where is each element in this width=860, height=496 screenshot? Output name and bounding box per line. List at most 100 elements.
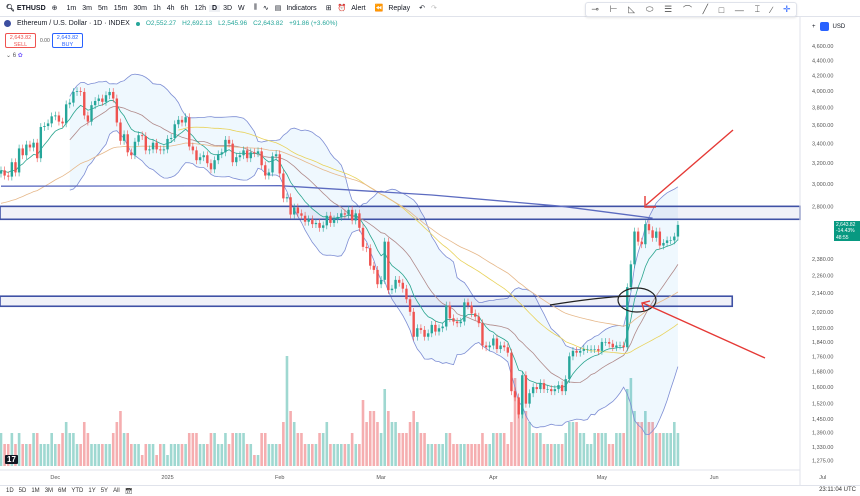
volume-bar <box>604 433 607 466</box>
candle <box>253 152 256 154</box>
sell-button[interactable]: 2,643.82 SELL <box>5 33 36 48</box>
candle <box>307 219 310 222</box>
range-5Y[interactable]: 5Y <box>100 488 109 494</box>
price-tick-label: 2,020.00 <box>812 310 833 316</box>
candle <box>383 241 386 280</box>
range-YTD[interactable]: YTD <box>71 488 84 494</box>
volume-bar <box>502 433 506 466</box>
candle <box>524 375 528 404</box>
candle <box>231 143 234 163</box>
market-status-icon <box>135 21 140 26</box>
horizontal-line-icon[interactable]: — <box>734 4 744 15</box>
candle <box>452 318 455 322</box>
candle <box>126 134 129 153</box>
tradingview-logo: 17 <box>5 455 18 464</box>
layouts-icon[interactable]: ⊞ <box>325 5 332 12</box>
ethereum-logo-icon <box>4 20 11 27</box>
volume-bar <box>531 433 535 466</box>
alert-button[interactable]: ⏰ Alert <box>337 5 366 12</box>
redo-icon[interactable]: ↷ <box>430 5 437 12</box>
volume-bar <box>654 433 658 466</box>
candle <box>332 219 336 223</box>
interval-6h[interactable]: 6h <box>180 4 189 12</box>
price-tick-label: 2,800.00 <box>812 204 833 210</box>
time-tick-label: Dec <box>50 475 60 481</box>
range-3M[interactable]: 3M <box>44 488 54 494</box>
vertical-range-icon[interactable]: ⌶ <box>754 4 761 14</box>
interval-15m[interactable]: 15m <box>113 4 128 12</box>
price-tick-label: 2,140.00 <box>812 291 833 297</box>
trend-line-icon[interactable]: ∕ <box>770 4 773 15</box>
interval-1m[interactable]: 1m <box>66 4 77 12</box>
buy-button[interactable]: 2,643.82 BUY <box>52 33 83 48</box>
interval-3D[interactable]: 3D <box>223 4 233 12</box>
interval-4h[interactable]: 4h <box>166 4 175 12</box>
interval-5m[interactable]: 5m <box>97 4 108 12</box>
candle <box>274 154 278 157</box>
horizontal-ray-icon[interactable]: ⊸ <box>591 4 599 14</box>
candle <box>669 240 672 241</box>
candle <box>379 279 383 285</box>
interval-D[interactable]: D <box>209 4 221 12</box>
candle <box>271 156 274 173</box>
range-icon[interactable]: ⊢ <box>609 4 618 14</box>
interval-30m[interactable]: 30m <box>133 4 147 12</box>
candle <box>593 349 596 350</box>
top-toolbar: 🔍︎ ETHUSD ⊕ 1m 3m 5m 15m 30m 1h 4h 6h 12h D 3D W ⫼ … <box>0 0 860 17</box>
range-1M[interactable]: 1M <box>31 488 40 494</box>
symbol-search[interactable]: 🔍︎ ETHUSD <box>6 5 46 12</box>
range-5D[interactable]: 5D <box>18 488 27 494</box>
fib-icon[interactable]: ☰ <box>664 4 673 14</box>
indicators-toggle[interactable]: ⌄ 6 ✿ <box>6 53 23 59</box>
add-symbol-icon[interactable]: ⊕ <box>51 5 58 12</box>
ellipse-icon[interactable]: ⬭ <box>645 4 654 14</box>
triangle-icon[interactable]: ◺ <box>628 4 636 14</box>
crosshair-icon[interactable]: ✛ <box>782 4 791 14</box>
candle <box>365 246 368 249</box>
lock-scale-icon[interactable] <box>819 22 829 31</box>
candle <box>597 349 600 351</box>
volume-bar <box>528 422 531 466</box>
range-6M[interactable]: 6M <box>58 488 67 494</box>
interval-1h[interactable]: 1h <box>152 4 161 12</box>
range-1Y[interactable]: 1Y <box>88 488 96 494</box>
interval-12h[interactable]: 12h <box>194 4 207 12</box>
currency-control[interactable]: + USD <box>812 22 846 31</box>
volume-bar <box>169 444 173 466</box>
volume-bar <box>213 433 216 466</box>
interval-W[interactable]: W <box>238 4 245 12</box>
rectangle-icon[interactable]: □ <box>718 4 725 15</box>
candle <box>528 393 531 404</box>
brush-icon[interactable]: ╱ <box>702 4 709 14</box>
volume-bar <box>325 422 329 466</box>
arc-icon[interactable]: ⌒ <box>682 5 692 15</box>
volume-bar <box>231 433 234 466</box>
volume-bar <box>86 433 90 466</box>
volume-bar <box>607 444 611 466</box>
range-1D[interactable]: 1D <box>6 488 14 494</box>
volume-bar <box>535 433 539 466</box>
volume-bar <box>137 444 140 466</box>
interval-3m[interactable]: 3m <box>82 4 92 12</box>
replay-button[interactable]: ⏪ Replay <box>374 5 411 12</box>
candle <box>394 279 397 289</box>
line-chart-icon[interactable]: ∿ <box>262 5 269 12</box>
volume-bar <box>151 444 155 466</box>
volume-bar <box>122 433 126 466</box>
date-range-icon[interactable]: 📅︎ <box>124 488 133 495</box>
volume-bar <box>549 444 553 466</box>
indicators-button[interactable]: ▤ Indicators <box>274 5 317 12</box>
range-All[interactable]: All <box>113 488 120 494</box>
volume-bar <box>17 433 21 466</box>
candle <box>481 323 484 346</box>
bar-style-icon[interactable]: ⫼ <box>253 4 257 11</box>
candle <box>513 391 517 398</box>
candle <box>75 91 79 92</box>
candle <box>571 350 575 357</box>
undo-icon[interactable]: ↶ <box>419 5 425 12</box>
volume-bar <box>473 444 477 466</box>
candle <box>499 345 502 350</box>
price-tick-label: 1,760.00 <box>812 354 833 360</box>
volume-bar <box>311 444 314 466</box>
